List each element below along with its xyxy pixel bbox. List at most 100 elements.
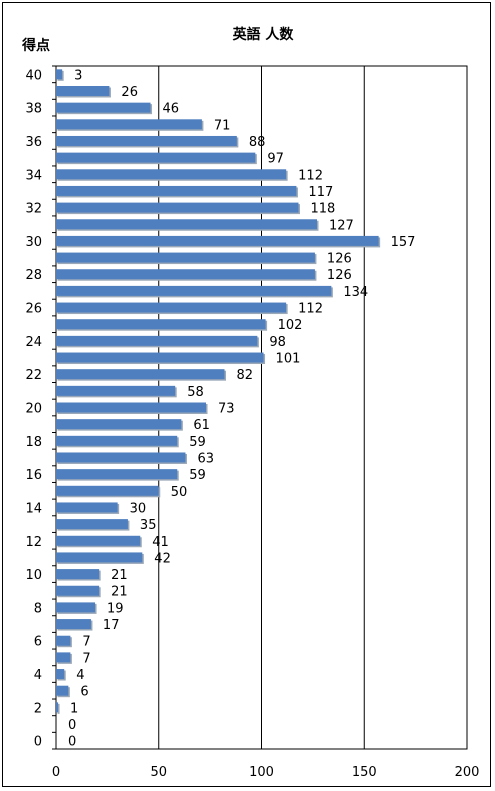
data-label: 6 — [80, 685, 88, 700]
data-label: 102 — [278, 318, 303, 333]
y-tick-label: 8 — [34, 601, 42, 616]
bar — [56, 352, 264, 363]
data-label: 41 — [152, 535, 169, 550]
y-tick-label: 40 — [25, 68, 42, 83]
data-label: 126 — [327, 268, 352, 283]
bar — [56, 85, 110, 96]
data-label: 7 — [82, 635, 90, 650]
data-label: 112 — [298, 168, 323, 183]
y-tick-label: 26 — [25, 302, 42, 317]
bar — [56, 235, 379, 246]
y-tick-label: 38 — [25, 102, 42, 117]
x-tick-label: 200 — [455, 765, 480, 780]
data-label: 4 — [76, 668, 84, 683]
bar — [56, 285, 332, 296]
bar — [56, 252, 315, 263]
y-tick-label: 18 — [25, 435, 42, 450]
bar — [56, 419, 182, 430]
plot-area: 0 50 100 150 2004038363432302826242220181614… — [25, 65, 480, 780]
bar — [56, 635, 71, 646]
data-label: 73 — [218, 402, 235, 417]
bar — [56, 119, 202, 130]
bar — [56, 169, 287, 180]
y-axis-label: 得点 — [21, 37, 50, 54]
x-tick-label: 0 — [52, 765, 60, 780]
bar — [56, 502, 118, 513]
x-tick-label: 100 — [249, 765, 274, 780]
bar — [56, 402, 207, 413]
bar — [56, 652, 71, 663]
y-tick-label: 36 — [25, 135, 42, 150]
bar — [56, 702, 59, 713]
bar — [56, 302, 287, 313]
data-label: 127 — [329, 218, 354, 233]
bar — [56, 319, 266, 330]
bar — [56, 619, 91, 630]
bar — [56, 202, 299, 213]
bar — [56, 469, 178, 480]
bar — [56, 585, 100, 596]
data-label: 26 — [121, 85, 138, 100]
data-label: 1 — [70, 701, 78, 716]
data-label: 97 — [267, 152, 284, 167]
data-label: 118 — [310, 202, 335, 217]
bar — [56, 69, 63, 80]
bar — [56, 552, 143, 563]
data-label: 157 — [391, 235, 416, 250]
y-tick-label: 24 — [25, 335, 42, 350]
data-label: 59 — [189, 468, 206, 483]
x-tick-label: 50 — [150, 765, 167, 780]
data-label: 58 — [187, 385, 204, 400]
y-tick-label: 16 — [25, 468, 42, 483]
bar — [56, 519, 128, 530]
bar — [56, 535, 141, 546]
bar — [56, 435, 178, 446]
bar — [56, 135, 237, 146]
data-label: 63 — [197, 451, 214, 466]
data-label: 112 — [298, 302, 323, 317]
bar — [56, 185, 297, 196]
data-label: 101 — [276, 352, 301, 367]
data-label: 117 — [308, 185, 333, 200]
bar — [56, 102, 151, 113]
data-label: 98 — [269, 335, 286, 350]
data-label: 134 — [343, 285, 368, 300]
bar — [56, 219, 317, 230]
data-label: 42 — [154, 551, 171, 566]
y-tick-label: 28 — [25, 268, 42, 283]
bar — [56, 452, 186, 463]
bar — [56, 569, 100, 580]
bar — [56, 485, 159, 496]
y-tick-label: 2 — [34, 701, 42, 716]
y-tick-label: 34 — [25, 168, 42, 183]
data-label: 0 — [68, 718, 76, 733]
data-label: 17 — [103, 618, 120, 633]
data-label: 30 — [130, 501, 147, 516]
data-label: 126 — [327, 252, 352, 267]
data-label: 21 — [111, 568, 128, 583]
y-tick-label: 20 — [25, 402, 42, 417]
y-tick-label: 30 — [25, 235, 42, 250]
bar — [56, 335, 258, 346]
x-tick-label: 150 — [352, 765, 377, 780]
data-label: 59 — [189, 435, 206, 450]
data-label: 71 — [214, 118, 231, 133]
y-tick-label: 22 — [25, 368, 42, 383]
bar-shadow — [57, 703, 60, 714]
data-label: 50 — [171, 485, 188, 500]
bar — [56, 685, 69, 696]
y-tick-label: 12 — [25, 535, 42, 550]
y-tick-label: 4 — [34, 668, 42, 683]
data-label: 19 — [107, 601, 124, 616]
data-label: 7 — [82, 651, 90, 666]
data-label: 35 — [140, 518, 157, 533]
y-tick-label: 32 — [25, 202, 42, 217]
y-tick-label: 6 — [34, 635, 42, 650]
y-tick-label: 10 — [25, 568, 42, 583]
data-label: 3 — [74, 68, 82, 83]
bar — [56, 385, 176, 396]
data-label: 82 — [237, 368, 254, 383]
data-label: 61 — [193, 418, 210, 433]
bar — [56, 369, 225, 380]
